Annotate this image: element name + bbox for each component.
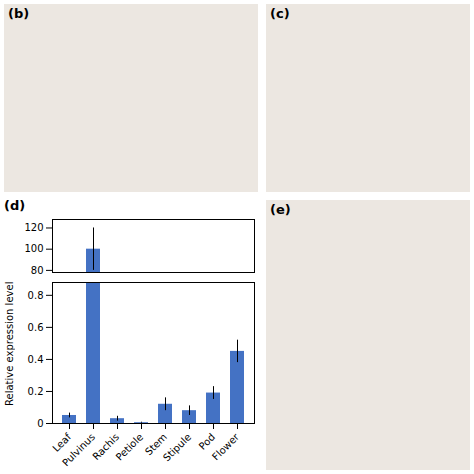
svg-text:100: 100: [24, 243, 43, 254]
svg-text:Rachis: Rachis: [90, 431, 122, 463]
html-text:Relative expression level: Relative expression level: [4, 281, 15, 407]
svg-text:80: 80: [31, 265, 44, 275]
svg-text:120: 120: [24, 222, 43, 233]
svg-text:Stipule: Stipule: [161, 431, 193, 463]
svg-text:Pulvinus: Pulvinus: [60, 431, 97, 468]
svg-text:0.2: 0.2: [28, 386, 44, 397]
svg-text:0: 0: [37, 418, 43, 429]
svg-text:Stem: Stem: [142, 431, 170, 458]
svg-text:Flower: Flower: [210, 431, 242, 463]
svg-text:0.6: 0.6: [28, 322, 44, 333]
svg-text:0.4: 0.4: [28, 354, 44, 365]
html-text:(c): (c): [270, 6, 290, 21]
svg-text:0.8: 0.8: [28, 290, 44, 301]
svg-text:Pod: Pod: [197, 431, 218, 452]
html-text:(e): (e): [270, 202, 291, 217]
html-text:(d): (d): [4, 198, 26, 213]
svg-text:Leaf: Leaf: [50, 431, 74, 454]
html-text:(b): (b): [8, 6, 30, 21]
svg-text:Petiole: Petiole: [114, 431, 146, 463]
